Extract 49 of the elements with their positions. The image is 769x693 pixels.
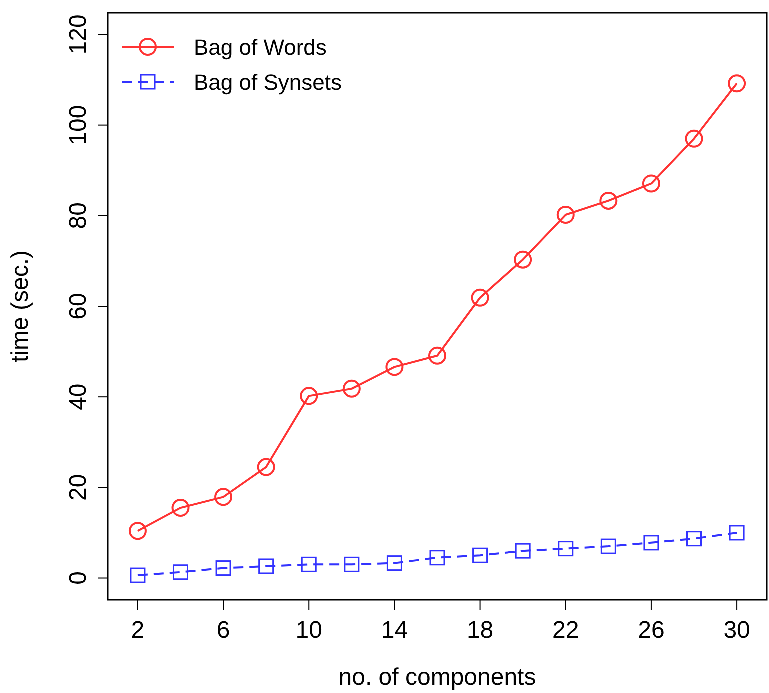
x-tick-label: 2 [131, 617, 145, 644]
point [644, 535, 660, 551]
y-tick-label: 40 [65, 384, 92, 410]
point [172, 499, 190, 518]
point [428, 346, 446, 365]
point [301, 556, 317, 572]
point [728, 74, 746, 93]
point [386, 358, 404, 376]
point [214, 488, 233, 506]
x-tick-label: 22 [552, 617, 580, 644]
point [342, 380, 361, 398]
y-tick-label: 120 [65, 14, 92, 55]
x-tick-label: 6 [216, 617, 230, 644]
point [514, 250, 532, 269]
x-tick-label: 30 [724, 617, 750, 644]
point [686, 531, 702, 547]
y-tick-label: 100 [65, 105, 92, 146]
point [216, 560, 232, 576]
point [130, 568, 146, 584]
y-tick-label: 80 [65, 202, 92, 230]
point [556, 206, 575, 224]
point [729, 525, 745, 541]
x-tick-label: 14 [381, 617, 408, 644]
point [642, 174, 660, 193]
point [472, 548, 488, 564]
point [558, 541, 574, 557]
legend-label: Bag of Synsets [194, 70, 342, 95]
y-tick-label: 0 [65, 572, 92, 585]
x-tick-label: 26 [638, 617, 665, 644]
point [515, 543, 531, 559]
y-tick-label: 20 [65, 474, 92, 502]
point [258, 558, 274, 574]
point [386, 556, 402, 572]
point [471, 288, 490, 307]
x-axis-title: no. of components [338, 664, 536, 691]
point [344, 556, 360, 572]
point [257, 458, 276, 476]
point [300, 387, 318, 406]
point [172, 564, 188, 580]
y-axis-title: time (sec.) [7, 250, 34, 363]
y-tick-label: 60 [65, 293, 92, 320]
point [600, 538, 616, 554]
point [430, 550, 446, 566]
x-tick-label: 18 [466, 617, 494, 644]
point [685, 130, 704, 148]
point [600, 192, 618, 210]
point [128, 522, 147, 540]
legend-label: Bag of Words [194, 35, 327, 60]
x-tick-label: 10 [296, 617, 322, 644]
